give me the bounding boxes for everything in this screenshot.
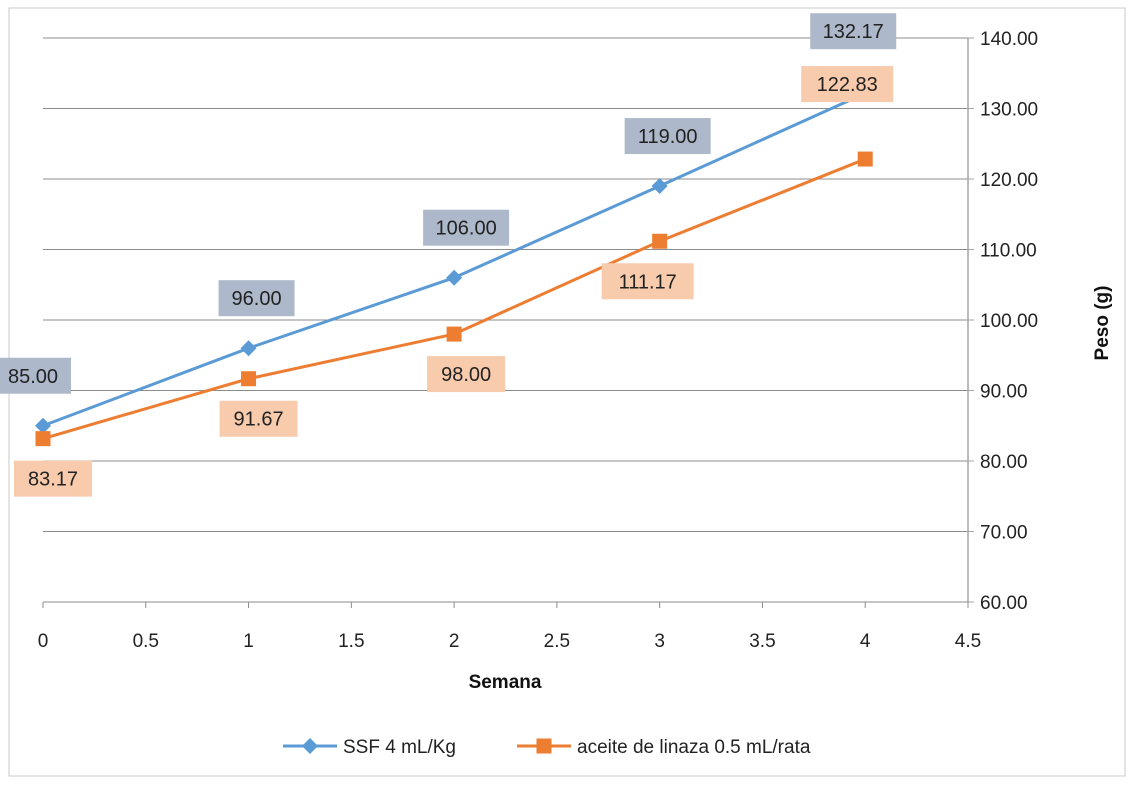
y-tick-label: 90.00 (980, 382, 1028, 403)
data-label-box (810, 13, 897, 50)
data-label-box (427, 356, 506, 393)
data-point-marker (446, 269, 463, 286)
data-label: 98.00 (441, 364, 491, 386)
data-label-box (601, 263, 694, 300)
legend-marker-diamond (302, 738, 318, 754)
data-label: 83.17 (28, 469, 78, 491)
data-point-marker (652, 233, 668, 249)
data-label: 96.00 (232, 288, 282, 310)
data-point-marker (35, 431, 51, 447)
x-tick-label: 1.5 (338, 631, 364, 652)
x-tick-label: 0 (38, 631, 49, 652)
chart-frame (8, 7, 1126, 777)
x-tick-label: 4.5 (955, 631, 981, 652)
y-tick-label: 140.00 (980, 29, 1038, 50)
data-label: 119.00 (638, 126, 698, 148)
data-label: 85.00 (8, 366, 58, 388)
data-point-marker (35, 417, 51, 434)
data-label: 132.17 (823, 21, 884, 43)
axes: 60.0070.0080.0090.00100.00110.00120.0013… (38, 29, 1038, 652)
data-label: 111.17 (619, 271, 677, 293)
x-tick-label: 4 (860, 631, 871, 652)
x-tick-label: 1 (243, 631, 254, 652)
data-point-marker (857, 151, 873, 167)
data-label: 122.83 (817, 74, 878, 96)
data-point-marker (446, 326, 462, 342)
data-point-marker (241, 371, 257, 387)
y-tick-label: 70.00 (980, 523, 1028, 544)
data-label-box (423, 209, 510, 246)
data-point-marker (240, 340, 257, 357)
data-label-box (219, 400, 298, 437)
legend-label-1: SSF 4 mL/Kg (343, 737, 456, 758)
series-line-2 (42, 157, 866, 441)
legend-label-2: aceite de linaza 0.5 mL/rata (577, 737, 811, 758)
data-label-box (801, 66, 894, 103)
y-tick-label: 120.00 (980, 170, 1038, 191)
data-label-box (0, 357, 71, 394)
y-tick-label: 100.00 (980, 311, 1038, 332)
y-axis-title: Peso (g) (1092, 286, 1113, 361)
x-tick-label: 3 (654, 631, 665, 652)
x-tick-label: 0.5 (133, 631, 159, 652)
x-tick-label: 3.5 (749, 631, 775, 652)
data-labels: 85.00 96.00 106.00 119.00 132.17 83.17 91.67 98… (0, 13, 897, 497)
data-point-marker (651, 178, 668, 195)
x-tick-label: 2 (449, 631, 460, 652)
data-label-box (218, 280, 295, 317)
x-axis-title: Semana (469, 672, 542, 693)
x-tick-label: 2.5 (544, 631, 570, 652)
y-tick-label: 60.00 (980, 593, 1028, 614)
y-tick-label: 130.00 (980, 100, 1038, 121)
y-tick-label: 110.00 (980, 241, 1037, 262)
data-label: 91.67 (234, 409, 284, 431)
data-label-box (14, 460, 92, 497)
gridlines (43, 37, 968, 603)
legend-marker-square (536, 738, 552, 754)
legend: SSF 4 mL/Kg aceite de linaza 0.5 mL/rata (283, 737, 811, 758)
data-label-box (624, 118, 711, 155)
data-label: 106.00 (436, 218, 497, 240)
y-tick-label: 80.00 (980, 452, 1028, 473)
